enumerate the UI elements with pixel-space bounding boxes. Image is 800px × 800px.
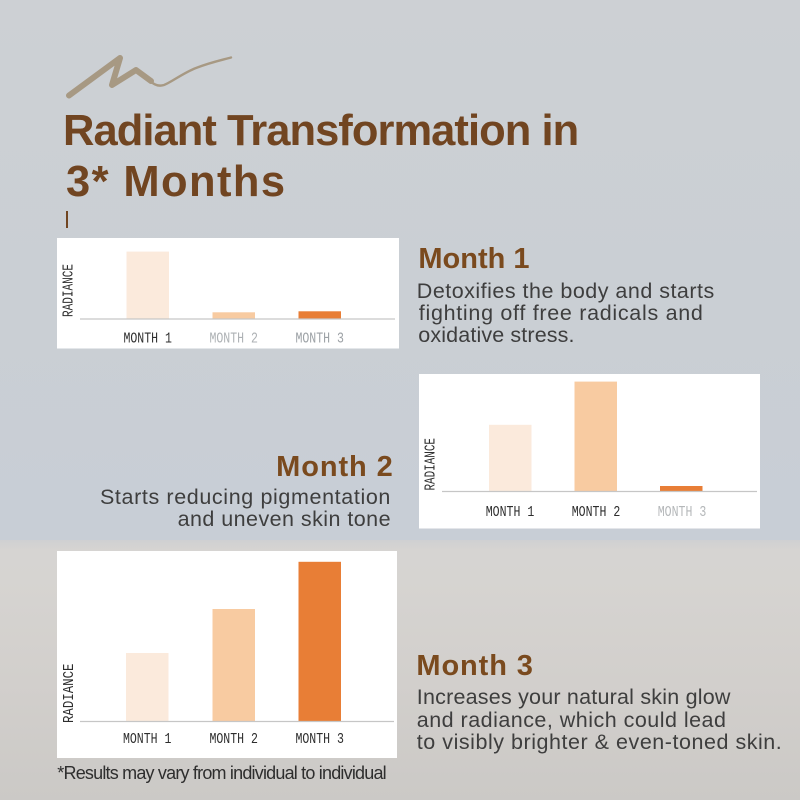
svg-text:MONTH 2: MONTH 2 (209, 331, 258, 348)
svg-text:RADIANCE: RADIANCE (423, 438, 440, 491)
svg-text:MONTH 1: MONTH 1 (123, 331, 172, 348)
svg-text:MONTH 2: MONTH 2 (209, 731, 258, 748)
svg-text:MONTH 1: MONTH 1 (123, 731, 172, 748)
svg-text:MONTH 3: MONTH 3 (295, 731, 344, 748)
svg-text:RADIANCE: RADIANCE (61, 264, 78, 317)
svg-text:MONTH 3: MONTH 3 (295, 331, 344, 348)
svg-text:MONTH 3: MONTH 3 (658, 504, 707, 521)
svg-text:MONTH 2: MONTH 2 (572, 504, 621, 521)
svg-text:MONTH 1: MONTH 1 (486, 504, 535, 521)
svg-text:RADIANCE: RADIANCE (61, 664, 78, 724)
